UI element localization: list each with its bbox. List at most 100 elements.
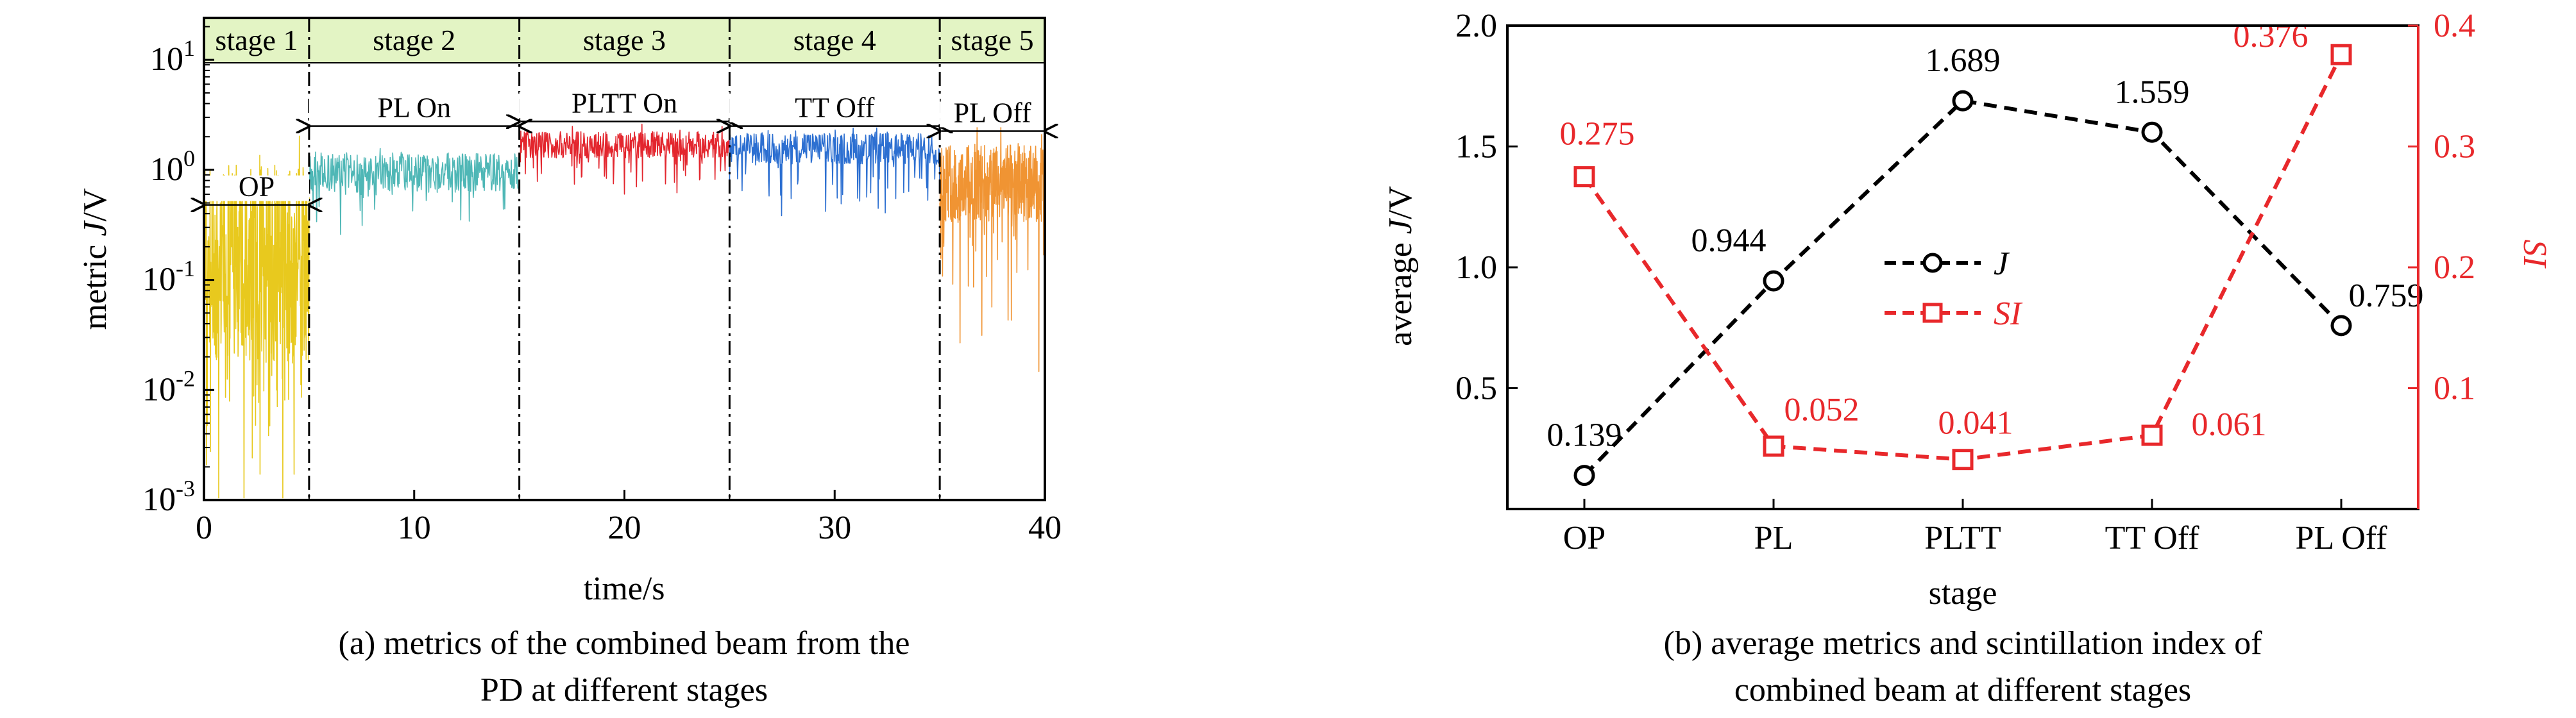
data-label-j: 1.559 — [2115, 74, 2190, 110]
annotation-label: PLTT On — [572, 88, 677, 119]
data-label-j: 0.139 — [1547, 417, 1622, 454]
legend-marker — [1922, 253, 1943, 273]
signal-trace-pl-on — [309, 147, 520, 235]
y-tick-label-b: 2.0 — [1455, 8, 1497, 44]
stage-band — [519, 18, 730, 63]
y-axis-ticks: 101 100 10-1 10-2 10-3 — [142, 26, 214, 518]
y-axis-label-b: average J/V — [1382, 186, 1419, 346]
x-tick-label: 40 — [1028, 510, 1062, 546]
legend-label: J — [1994, 246, 2010, 282]
y2-tick-label-b: 0.3 — [2434, 129, 2475, 165]
stage-label: stage 2 — [373, 24, 455, 56]
panel-a-chart: stage 1 stage 2 stage 3 stage 4 stage 5 OP PL… — [77, 17, 1062, 708]
signal-trace-pltt-on — [518, 123, 731, 195]
data-label-j: 0.944 — [1691, 222, 1767, 259]
annotation-bg — [729, 96, 940, 122]
legend-marker — [1922, 303, 1943, 323]
point-j — [1573, 465, 1595, 487]
signal-trace-tt-off — [729, 127, 940, 217]
x-axis-label: time/s — [583, 571, 665, 607]
caption-b-line-2: combined beam at different stages — [1734, 672, 2191, 708]
annotation-tt-off: TT Off — [729, 92, 940, 126]
data-label-si: 0.041 — [1938, 405, 2013, 442]
y-tick-label: 10-1 — [142, 256, 195, 298]
stage-bands: stage 1 stage 2 stage 3 stage 4 stage 5 — [204, 18, 1045, 63]
y2-axis-label-b: SI — [2516, 239, 2553, 269]
data-label-si: 0.376 — [2233, 18, 2309, 54]
legend-label: SI — [1994, 296, 2023, 332]
data-label-si: 0.061 — [2192, 406, 2267, 443]
y-tick-label-b: 1.5 — [1455, 129, 1497, 165]
signal-trace-pl-off — [939, 123, 1045, 372]
x-tick-label-b: PL Off — [2296, 520, 2388, 556]
stage-band — [729, 18, 940, 63]
x-axis-label-b: stage — [1929, 575, 1997, 612]
y-axis-label: metric J/V — [77, 188, 114, 330]
y-tick-label: 10-2 — [142, 365, 195, 408]
stage-band — [204, 18, 309, 63]
annotation-label: PL Off — [954, 97, 1031, 128]
point-si — [1573, 166, 1595, 188]
caption-a-line-1: (a) metrics of the combined beam from th… — [339, 625, 910, 662]
annotation-label: OP — [239, 171, 275, 203]
x-tick-label-b: TT Off — [2105, 520, 2200, 556]
annotation-bg — [204, 175, 309, 201]
point-si — [2330, 44, 2352, 65]
annotation-bg — [519, 92, 730, 118]
stage-label: stage 4 — [793, 24, 876, 56]
data-label-j: 1.689 — [1926, 42, 2001, 79]
signal-traces — [204, 123, 1045, 499]
y-tick-label: 101 — [150, 35, 195, 78]
x-tick-label-b: OP — [1563, 520, 1606, 556]
data-label-j: 0.759 — [2349, 278, 2424, 314]
legend-entry-j: J — [1885, 246, 2010, 282]
stage-label: stage 1 — [215, 24, 298, 56]
stage-label: stage 3 — [583, 24, 666, 56]
annotation-bg — [940, 101, 1045, 128]
annotation-label: TT Off — [795, 92, 875, 124]
series-j: 0.139 0.944 1.689 1.559 0.759 — [1547, 42, 2424, 487]
y2-tick-label-b: 0.4 — [2434, 8, 2475, 44]
y-axis-ticks-b: 0.5 1.0 1.5 2.0 — [1455, 8, 1518, 407]
point-j — [1763, 270, 1784, 292]
annotation-bg — [309, 96, 520, 122]
point-j — [2141, 121, 2163, 143]
data-label-si: 0.275 — [1560, 116, 1635, 153]
annotation-pl-on: PL On — [309, 92, 520, 126]
stage-annotations: OP PL On PLTT On TT Off PL Off — [204, 88, 1045, 205]
annotation-label: PL On — [378, 92, 452, 124]
point-j — [2330, 315, 2352, 337]
point-si — [2141, 424, 2163, 446]
point-j — [1952, 90, 1974, 112]
x-tick-label: 10 — [398, 510, 431, 546]
series-si: 0.275 0.052 0.041 0.061 0.376 — [1560, 18, 2352, 471]
point-si — [1952, 449, 1974, 471]
annotation-pltt-on: PLTT On — [520, 88, 730, 122]
panel-b-chart: 0.139 0.944 1.689 1.559 0.759 0.275 0.052 0.041… — [1382, 8, 2553, 708]
x-tick-label: 0 — [196, 510, 212, 546]
signal-trace-op — [204, 135, 310, 499]
annotation-op: OP — [204, 171, 309, 205]
legend-entry-si: SI — [1885, 296, 2023, 332]
x-tick-label: 20 — [608, 510, 641, 546]
series-lines: 0.139 0.944 1.689 1.559 0.759 0.275 0.052 0.041… — [1547, 18, 2424, 487]
annotation-pl-off: PL Off — [940, 97, 1045, 131]
y2-tick-label-b: 0.2 — [2434, 249, 2475, 286]
stage-label: stage 5 — [951, 24, 1034, 56]
caption-a-line-2: PD at different stages — [480, 672, 768, 708]
legend: J SI — [1885, 246, 2023, 332]
x-tick-label: 30 — [818, 510, 851, 546]
stage-band — [940, 18, 1045, 63]
caption-b-line-1: (b) average metrics and scintillation in… — [1664, 625, 2262, 662]
y-tick-label-b: 1.0 — [1455, 249, 1497, 286]
stage-band — [309, 18, 520, 63]
x-tick-label-b: PL — [1754, 520, 1793, 556]
y-tick-label: 100 — [150, 146, 195, 188]
x-tick-label-b: PLTT — [1924, 520, 2001, 556]
data-label-si: 0.052 — [1784, 392, 1860, 428]
y-tick-label: 10-3 — [142, 476, 195, 518]
x-axis-ticks: 0 10 20 30 40 — [196, 490, 1062, 546]
point-si — [1763, 435, 1784, 457]
y2-tick-label-b: 0.1 — [2434, 371, 2475, 407]
